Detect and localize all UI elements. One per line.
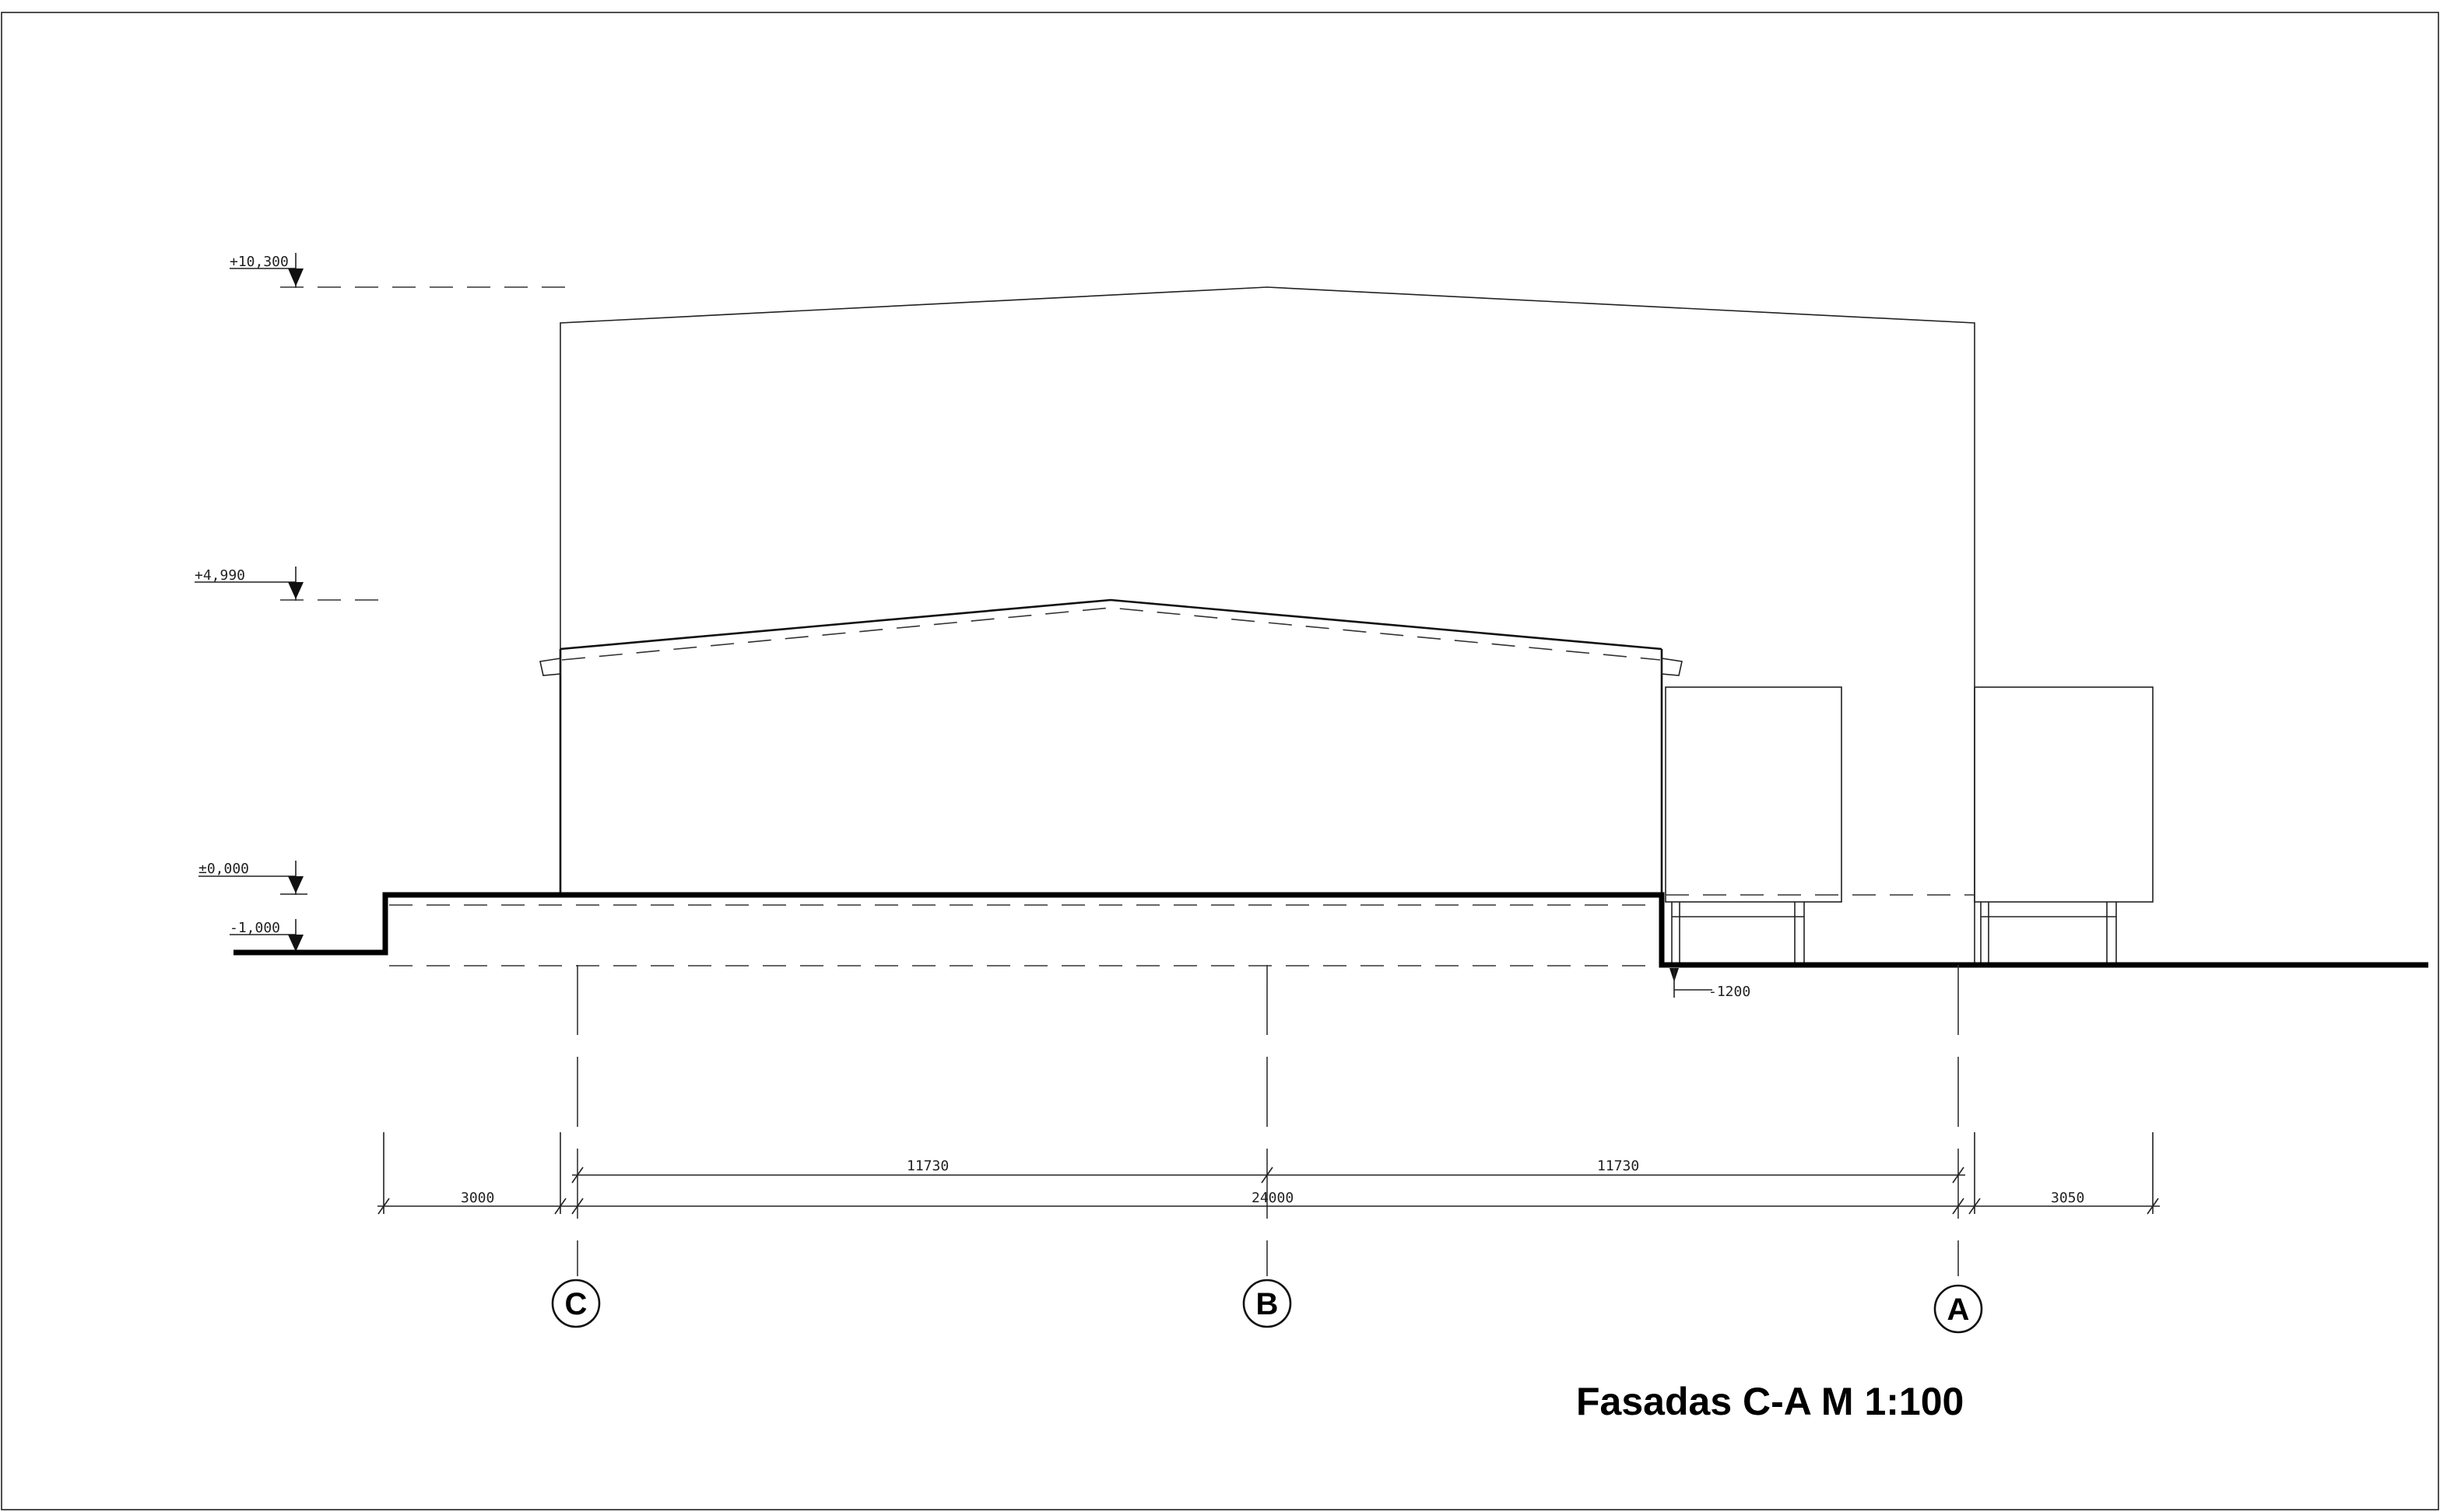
dim-span-cb: 11730 xyxy=(907,1158,949,1174)
dim-right-offset: 3050 xyxy=(2051,1190,2084,1206)
annex-right xyxy=(1974,686,2154,963)
level-label-zero: ±0,000 xyxy=(198,861,249,877)
level-label-top: +10,300 xyxy=(230,254,289,270)
level-label-eave: +4,990 xyxy=(195,567,245,584)
dim-left-offset: 3000 xyxy=(461,1190,494,1206)
level-marker-eave: +4,990 xyxy=(195,567,389,601)
level-marker-top: +10,300 xyxy=(230,253,572,288)
axis-label-c: C xyxy=(565,1287,588,1321)
level-marker-zero: ±0,000 xyxy=(198,861,307,895)
axis-bubble-c: C xyxy=(551,1279,601,1328)
level-marker-minus: -1,000 xyxy=(230,919,304,953)
front-hall xyxy=(539,598,1683,895)
axis-label-a: A xyxy=(1947,1293,1970,1327)
axis-label-b: B xyxy=(1256,1287,1279,1321)
axis-bubble-a: A xyxy=(1933,1284,1983,1334)
rear-building-outline xyxy=(560,286,1975,963)
ground-line xyxy=(233,892,2428,968)
axis-bubble-b: B xyxy=(1242,1279,1292,1328)
sheet-border xyxy=(1,12,2439,1510)
dimension-chain: 11730 11730 3000 24000 3050 xyxy=(377,1132,2160,1215)
dim-total: 24000 xyxy=(1252,1190,1294,1206)
level-label-minus: -1,000 xyxy=(230,920,280,936)
level-label-bottom: -1200 xyxy=(1708,984,1750,1000)
annex-middle xyxy=(1665,686,1842,963)
level-marker-bottom: -1200 xyxy=(1669,968,1750,1000)
axis-lines xyxy=(577,965,1959,1276)
drawing-title: Fasadas C-A M 1:100 xyxy=(1576,1380,1964,1423)
dim-span-ba: 11730 xyxy=(1597,1158,1639,1174)
